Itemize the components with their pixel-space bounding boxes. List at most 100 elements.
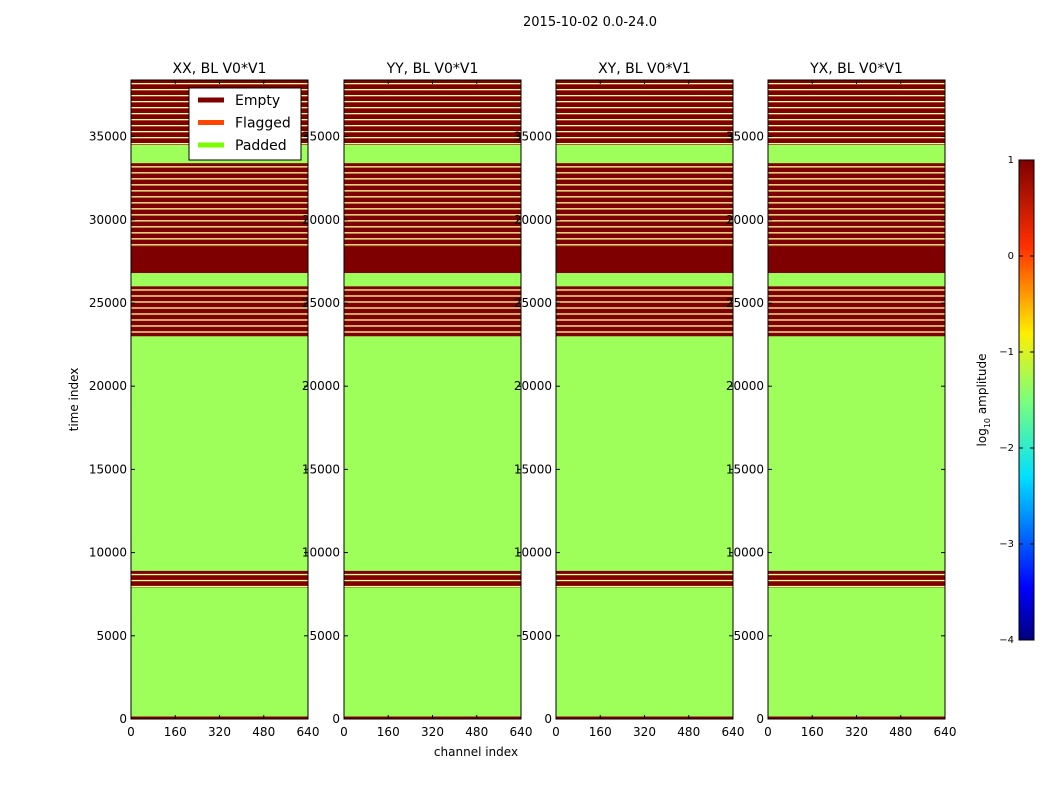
valid-stripe (768, 184, 945, 186)
valid-stripe (344, 89, 521, 91)
panel-title: XY, BL V0*V1 (598, 61, 691, 77)
valid-stripe (344, 289, 521, 291)
valid-stripe (344, 113, 521, 115)
empty-band (131, 246, 308, 274)
heatmap-panel: XY, BL V0*V1 0 160 320 480 640 0 5000 10000 15000… (514, 61, 745, 739)
valid-stripe (131, 579, 308, 582)
valid-stripe (344, 214, 521, 216)
empty-band (556, 286, 733, 337)
valid-stripe (556, 319, 733, 321)
empty-band (344, 80, 521, 145)
panel-title: XX, BL V0*V1 (173, 61, 267, 77)
legend-label: Flagged (235, 116, 291, 132)
valid-stripe (131, 178, 308, 180)
valid-stripe (768, 238, 945, 240)
y-tick-label: 10000 (302, 546, 340, 560)
empty-band (131, 163, 308, 247)
valid-stripe (768, 125, 945, 127)
x-tick-label: 640 (297, 725, 320, 739)
valid-stripe (768, 585, 945, 588)
valid-stripe (556, 573, 733, 576)
empty-band (768, 80, 945, 145)
valid-stripe (768, 101, 945, 103)
valid-stripe (131, 301, 308, 303)
empty-band (768, 163, 945, 247)
valid-stripe (344, 137, 521, 139)
y-tick-label: 10000 (514, 546, 552, 560)
x-tick-label: 640 (934, 725, 957, 739)
y-tick-label: 20000 (726, 213, 764, 227)
valid-stripe (344, 208, 521, 210)
valid-stripe (556, 295, 733, 297)
x-tick-label: 320 (208, 725, 231, 739)
y-tick-label: 10000 (726, 546, 764, 560)
valid-stripe (344, 95, 521, 97)
y-tick-label: 15000 (302, 462, 340, 476)
y-axis-label: time index (67, 368, 81, 432)
valid-stripe (768, 131, 945, 133)
valid-stripe (556, 119, 733, 121)
valid-stripe (556, 244, 733, 246)
valid-stripe (556, 208, 733, 210)
valid-stripe (131, 184, 308, 186)
valid-stripe (556, 89, 733, 91)
empty-band (556, 80, 733, 145)
valid-stripe (768, 573, 945, 576)
valid-stripe (556, 166, 733, 168)
heatmap-panel: YX, BL V0*V1 0 160 320 480 640 0 5000 10000 15000… (726, 61, 957, 739)
colorbar-tick-label: 0 (1008, 251, 1014, 262)
x-tick-label: 320 (845, 725, 868, 739)
y-tick-label: 0 (119, 712, 127, 726)
x-axis-label: channel index (434, 745, 518, 759)
empty-band (556, 246, 733, 274)
valid-stripe (768, 319, 945, 321)
valid-stripe (768, 89, 945, 91)
panel-title: YX, BL V0*V1 (809, 61, 903, 77)
y-tick-label: 35000 (726, 130, 764, 144)
x-tick-label: 0 (127, 725, 135, 739)
valid-stripe (556, 143, 733, 145)
x-tick-label: 320 (633, 725, 656, 739)
valid-stripe (344, 313, 521, 315)
valid-stripe (131, 573, 308, 576)
valid-stripe (768, 301, 945, 303)
valid-stripe (556, 125, 733, 127)
x-tick-label: 320 (421, 725, 444, 739)
valid-stripe (768, 172, 945, 174)
valid-stripe (768, 313, 945, 315)
valid-stripe (344, 172, 521, 174)
valid-stripe (768, 579, 945, 582)
valid-stripe (344, 585, 521, 588)
valid-stripe (344, 579, 521, 582)
valid-stripe (768, 95, 945, 97)
colorbar-tick-label: −4 (999, 635, 1014, 646)
valid-stripe (344, 238, 521, 240)
empty-band (131, 570, 308, 588)
y-tick-label: 5000 (309, 629, 340, 643)
empty-band (344, 163, 521, 247)
x-tick-label: 640 (722, 725, 745, 739)
colorbar-label: log10 amplitude (975, 354, 992, 447)
valid-stripe (131, 208, 308, 210)
valid-stripe (344, 325, 521, 327)
valid-stripe (556, 172, 733, 174)
empty-band (344, 286, 521, 337)
y-tick-label: 20000 (514, 379, 552, 393)
x-tick-label: 0 (552, 725, 560, 739)
valid-stripe (768, 232, 945, 234)
x-tick-label: 480 (252, 725, 275, 739)
y-tick-label: 20000 (302, 213, 340, 227)
y-tick-label: 25000 (89, 296, 127, 310)
valid-stripe (768, 166, 945, 168)
figure-suptitle: 2015-10-02 0.0-24.0 (523, 15, 657, 30)
x-tick-label: 640 (510, 725, 533, 739)
y-tick-label: 20000 (302, 379, 340, 393)
valid-stripe (344, 196, 521, 198)
valid-stripe (344, 220, 521, 222)
heatmap-panel: XX, BL V0*V1 0 160 320 480 640 0 5000 10000 15000… (67, 61, 319, 739)
valid-stripe (556, 190, 733, 192)
valid-stripe (556, 113, 733, 115)
valid-stripe (768, 107, 945, 109)
valid-stripe (556, 202, 733, 204)
